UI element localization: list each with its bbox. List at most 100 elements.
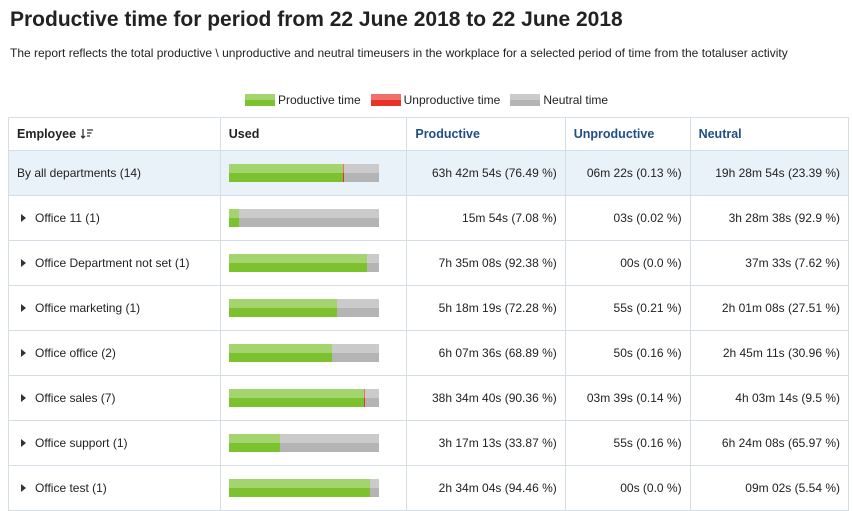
neutral-value: 4h 03m 14s (9.5 %) bbox=[735, 391, 840, 405]
employee-cell[interactable]: Office marketing (1) bbox=[9, 286, 221, 331]
usage-segment bbox=[239, 209, 378, 227]
productive-value: 38h 34m 40s (90.36 %) bbox=[432, 391, 557, 405]
unproductive-value: 00s (0.0 %) bbox=[620, 256, 681, 270]
employee-cell[interactable]: Office support (1) bbox=[9, 421, 221, 466]
employee-cell[interactable]: Office Department not set (1) bbox=[9, 241, 221, 286]
productive-value: 6h 07m 36s (68.89 %) bbox=[439, 346, 557, 360]
usage-bar bbox=[229, 434, 379, 452]
employee-name: Office office (2) bbox=[35, 346, 116, 360]
unproductive-value: 03s (0.02 %) bbox=[614, 211, 682, 225]
neutral-cell: 6h 24m 08s (65.97 %) bbox=[690, 421, 848, 466]
productive-cell: 5h 18m 19s (72.28 %) bbox=[407, 286, 565, 331]
table-row[interactable]: Office test (1) 2h 34m 04s (94.46 %) 00s (… bbox=[9, 466, 849, 511]
usage-segment bbox=[229, 254, 368, 272]
usage-segment bbox=[337, 299, 378, 317]
neutral-cell: 4h 03m 14s (9.5 %) bbox=[690, 376, 848, 421]
column-title: Productive bbox=[415, 127, 480, 141]
column-header: Productive bbox=[407, 118, 565, 151]
employee-cell[interactable]: Office office (2) bbox=[9, 331, 221, 376]
usage-segment bbox=[229, 209, 240, 227]
unproductive-cell: 00s (0.0 %) bbox=[565, 466, 690, 511]
used-cell bbox=[220, 151, 407, 196]
expand-arrow[interactable] bbox=[21, 304, 26, 312]
unproductive-cell: 03s (0.02 %) bbox=[565, 196, 690, 241]
employee-cell[interactable]: Office sales (7) bbox=[9, 376, 221, 421]
productive-cell: 6h 07m 36s (68.89 %) bbox=[407, 331, 565, 376]
used-cell bbox=[220, 376, 407, 421]
employee-name: Office sales (7) bbox=[35, 391, 115, 405]
usage-segment bbox=[370, 479, 378, 497]
usage-bar bbox=[229, 344, 379, 362]
used-cell bbox=[220, 241, 407, 286]
legend-item: Productive time bbox=[245, 93, 361, 107]
column-title: Employee bbox=[17, 127, 76, 141]
neutral-cell: 09m 02s (5.54 %) bbox=[690, 466, 848, 511]
neutral-value: 6h 24m 08s (65.97 %) bbox=[722, 436, 840, 450]
productive-value: 2h 34m 04s (94.46 %) bbox=[439, 481, 557, 495]
expand-arrow[interactable] bbox=[21, 394, 26, 402]
usage-segment bbox=[332, 344, 378, 362]
usage-segment bbox=[280, 434, 379, 452]
usage-segment bbox=[229, 299, 337, 317]
used-cell bbox=[220, 421, 407, 466]
employee-cell[interactable]: Office 11 (1) bbox=[9, 196, 221, 241]
unproductive-cell: 50s (0.16 %) bbox=[565, 331, 690, 376]
description: The report reflects the total productive… bbox=[10, 44, 830, 62]
unproductive-value: 50s (0.16 %) bbox=[614, 346, 682, 360]
usage-segment bbox=[229, 389, 365, 407]
usage-bar bbox=[229, 164, 379, 182]
legend-swatch bbox=[371, 94, 401, 106]
usage-segment bbox=[229, 434, 280, 452]
unproductive-cell: 55s (0.16 %) bbox=[565, 421, 690, 466]
usage-segment bbox=[367, 254, 378, 272]
expand-arrow[interactable] bbox=[21, 214, 26, 222]
productive-cell: 38h 34m 40s (90.36 %) bbox=[407, 376, 565, 421]
column-title: Neutral bbox=[699, 127, 742, 141]
column-header: Used bbox=[220, 118, 407, 151]
used-cell bbox=[220, 466, 407, 511]
sort-icon[interactable] bbox=[81, 128, 93, 139]
usage-segment bbox=[229, 479, 371, 497]
neutral-cell: 37m 33s (7.62 %) bbox=[690, 241, 848, 286]
usage-bar bbox=[229, 389, 379, 407]
column-header: Neutral bbox=[690, 118, 848, 151]
usage-bar bbox=[229, 299, 379, 317]
unproductive-cell: 03m 39s (0.14 %) bbox=[565, 376, 690, 421]
legend-swatch bbox=[510, 94, 540, 106]
used-cell bbox=[220, 331, 407, 376]
productive-value: 63h 42m 54s (76.49 %) bbox=[432, 166, 557, 180]
neutral-value: 37m 33s (7.62 %) bbox=[745, 256, 840, 270]
table-row[interactable]: Office support (1)3h 17m 13s (33.87 %)55… bbox=[9, 421, 849, 466]
usage-segment bbox=[229, 344, 332, 362]
expand-arrow[interactable] bbox=[21, 259, 26, 267]
unproductive-value: 06m 22s (0.13 %) bbox=[587, 166, 682, 180]
unproductive-cell: 55s (0.21 %) bbox=[565, 286, 690, 331]
page: Productive time report {"header": {"titl… bbox=[0, 0, 853, 446]
employee-name: Office 11 (1) bbox=[35, 211, 100, 225]
neutral-value: 09m 02s (5.54 %) bbox=[745, 481, 840, 495]
legend-item: Unproductive time bbox=[371, 93, 501, 107]
productive-cell: 7h 35m 08s (92.38 %) bbox=[407, 241, 565, 286]
table-row[interactable]: Office sales (7) 38h 34m 40s (90.36 %) 03m… bbox=[9, 376, 849, 421]
report: Productive time for period from 22 June … bbox=[0, 0, 853, 446]
unproductive-cell: 00s (0.0 %) bbox=[565, 241, 690, 286]
expand-arrow[interactable] bbox=[21, 484, 26, 492]
usage-segment bbox=[229, 164, 344, 182]
employee-cell[interactable]: Office test (1) bbox=[9, 466, 221, 511]
table-row[interactable]: Office office (2) 6h 07m 36s (68.89 %) 50s… bbox=[9, 331, 849, 376]
used-cell bbox=[220, 196, 407, 241]
table-row[interactable]: Office 11 (1)15m 54s (7.08 %)03s (0.02 %… bbox=[9, 196, 849, 241]
legend-label: Unproductive time bbox=[404, 93, 501, 107]
usage-bar bbox=[229, 479, 379, 497]
table-body: By all departments (14)63h 42m 54s (76.4… bbox=[9, 151, 849, 511]
expand-arrow[interactable] bbox=[21, 349, 26, 357]
table-row[interactable]: Office Department not set (1) 7h 35m 08s … bbox=[9, 241, 849, 286]
legend-item: Neutral time bbox=[510, 93, 608, 107]
table-row[interactable]: Office marketing (1) 5h 18m 19s (72.28 %)… bbox=[9, 286, 849, 331]
column-header[interactable]: Employee bbox=[9, 118, 221, 151]
used-cell bbox=[220, 286, 407, 331]
productive-cell: 2h 34m 04s (94.46 %) bbox=[407, 466, 565, 511]
legend-label: Neutral time bbox=[543, 93, 608, 107]
